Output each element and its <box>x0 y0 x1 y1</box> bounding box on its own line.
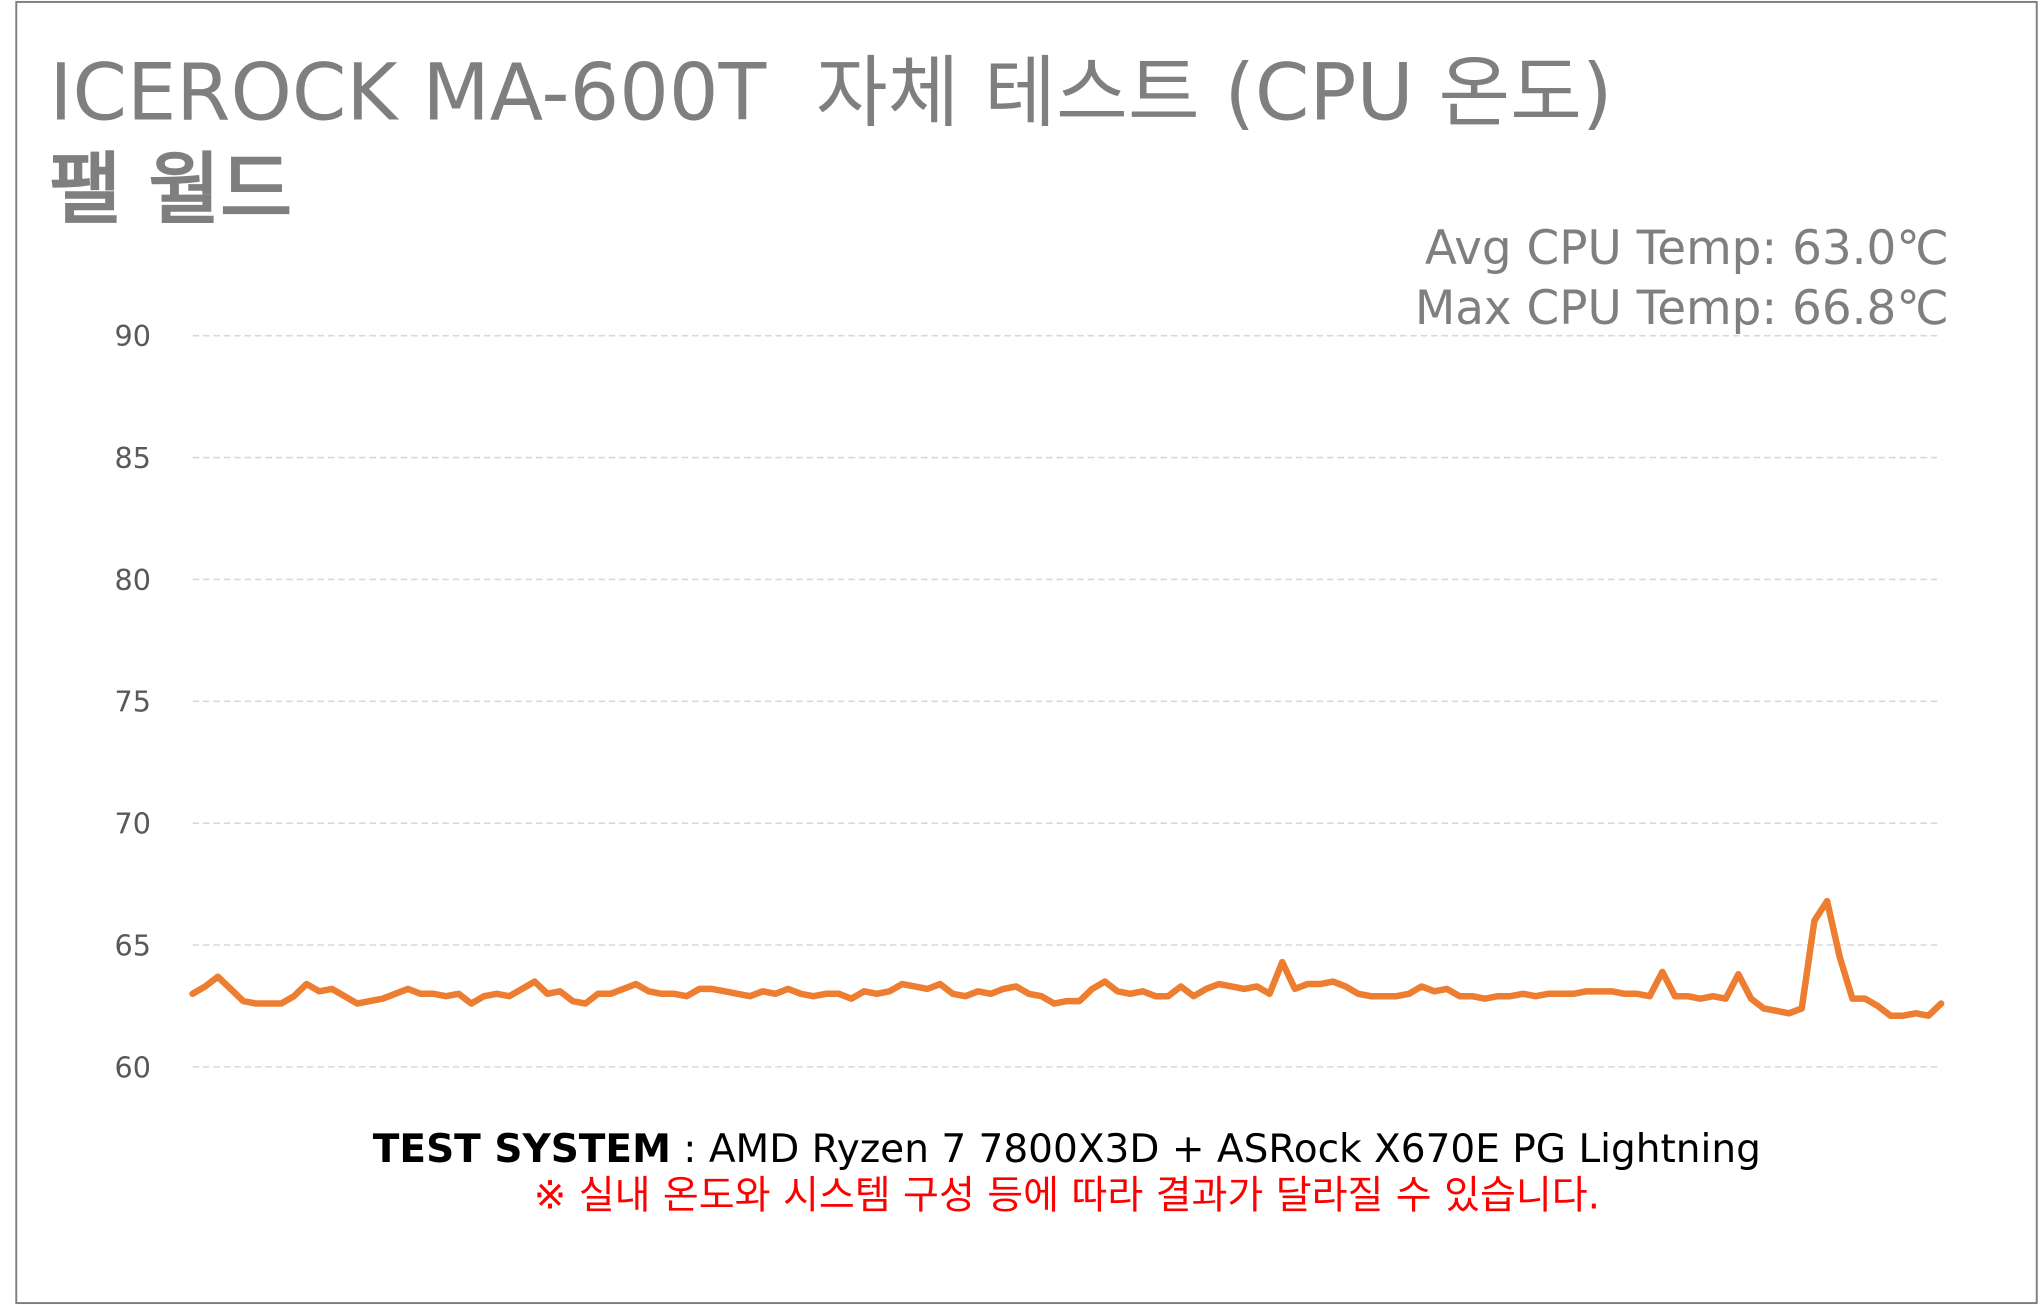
footer-note: ※ 실내 온도와 시스템 구성 등에 따라 결과가 달라질 수 있습니다. <box>534 1174 1600 1219</box>
chart-subtitle: 팰 월드 <box>49 145 292 235</box>
footer-label: TEST SYSTEM <box>373 1127 671 1172</box>
annotation: Max CPU Temp: 66.8℃ <box>1415 282 1949 336</box>
series-line <box>189 897 1945 1019</box>
y-tick-label: 70 <box>115 807 151 841</box>
y-tick-label: 75 <box>115 685 151 719</box>
y-tick-label: 60 <box>115 1050 151 1084</box>
frame <box>15 0 2038 1305</box>
annotation: Avg CPU Temp: 63.0℃ <box>1425 222 1949 276</box>
footer-text: : AMD Ryzen 7 7800X3D + ASRock X670E PG … <box>671 1127 1761 1172</box>
y-tick-label: 80 <box>115 563 151 597</box>
footer: TEST SYSTEM : AMD Ryzen 7 7800X3D + ASRo… <box>373 1127 1761 1172</box>
y-tick-label: 90 <box>115 319 151 353</box>
y-tick-label: 85 <box>115 441 151 475</box>
y-tick-label: 65 <box>115 928 151 962</box>
chart-title: ICEROCK MA-600T 자체 테스트 (CPU 온도) <box>49 49 1612 139</box>
